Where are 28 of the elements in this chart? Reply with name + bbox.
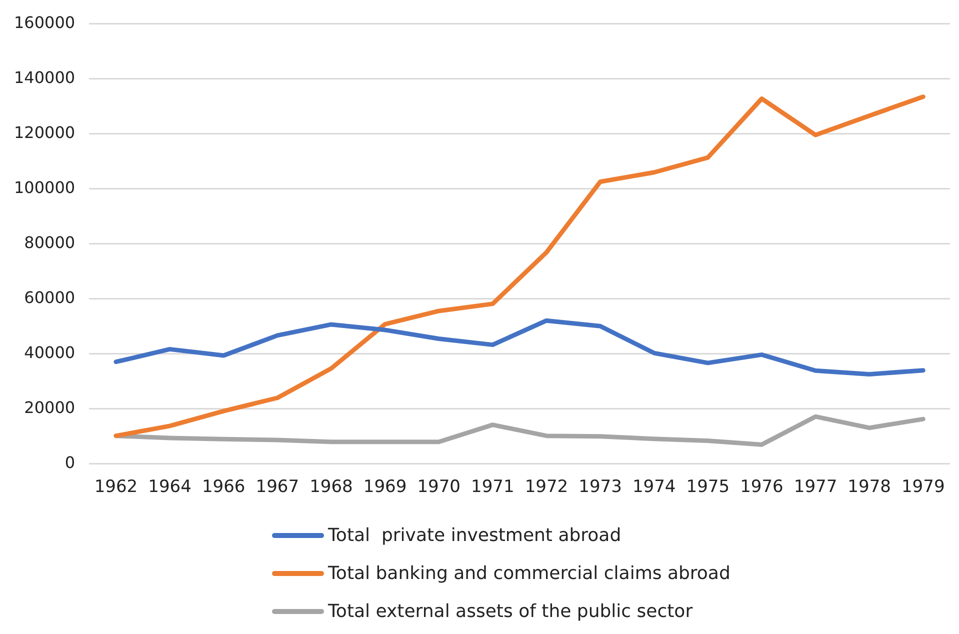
legend-label: Total banking and commercial claims abroad xyxy=(328,562,730,584)
x-tick-label: 1973 xyxy=(578,477,622,498)
y-tick-label: 100000 xyxy=(14,178,76,197)
y-tick-label: 60000 xyxy=(24,288,76,307)
y-tick-label: 0 xyxy=(64,452,76,472)
x-tick-label: 1977 xyxy=(794,477,838,498)
x-tick-label: 1964 xyxy=(148,477,192,498)
x-tick-label: 1974 xyxy=(632,477,676,498)
x-tick-label: 1979 xyxy=(901,477,945,498)
y-tick-label: 40000 xyxy=(24,342,76,362)
y-tick-label: 140000 xyxy=(14,68,76,87)
x-tick-label: 1970 xyxy=(417,477,460,498)
x-tick-label: 1971 xyxy=(471,477,514,498)
legend-label: Total private investment abroad xyxy=(328,524,622,546)
legend-label: Total external assets of the public sector xyxy=(328,600,693,622)
x-tick-label: 1967 xyxy=(256,477,300,498)
x-tick-label: 1972 xyxy=(524,477,568,498)
y-tick-label: 20000 xyxy=(24,398,76,417)
x-tick-label: 1968 xyxy=(310,477,353,498)
y-tick-label: 80000 xyxy=(24,232,76,252)
x-tick-label: 1978 xyxy=(848,477,891,498)
y-tick-label: 160000 xyxy=(14,12,76,32)
y-tick-label: 120000 xyxy=(14,122,76,142)
x-tick-label: 1976 xyxy=(740,477,784,498)
x-tick-label: 1975 xyxy=(686,477,730,498)
x-tick-label: 1969 xyxy=(363,477,407,498)
x-tick-label: 1962 xyxy=(94,477,138,498)
x-tick-label: 1966 xyxy=(202,477,246,498)
